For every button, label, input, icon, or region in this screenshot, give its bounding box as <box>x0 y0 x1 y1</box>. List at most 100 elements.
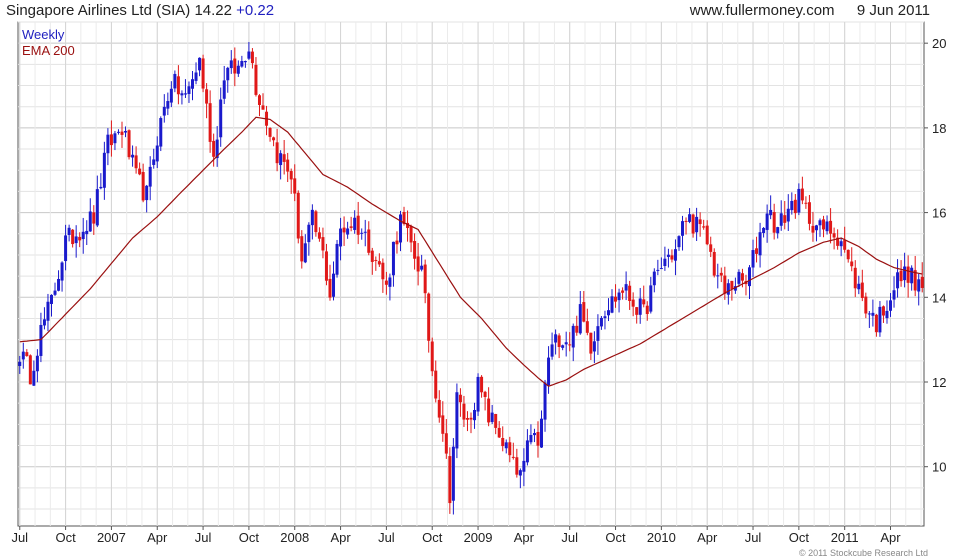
candle-body <box>25 352 29 357</box>
candle-body <box>716 275 720 277</box>
stock-name: Singapore Airlines Ltd (SIA) <box>6 2 191 19</box>
x-tick-label: 2009 <box>464 530 493 545</box>
candle-body <box>437 399 441 418</box>
x-tick-label: Jul <box>561 530 578 545</box>
candle-body <box>776 227 780 234</box>
candle-body <box>215 139 219 159</box>
candle-body <box>67 227 71 235</box>
candle-body <box>684 220 688 222</box>
candle-body <box>681 221 685 236</box>
y-tick-label: 16 <box>932 206 946 221</box>
candle-body <box>398 214 402 243</box>
candle-body <box>906 266 910 283</box>
candle-body <box>346 228 350 235</box>
candle-body <box>391 241 395 276</box>
candle-body <box>832 233 836 238</box>
candle-body <box>420 265 424 270</box>
candle-body <box>765 213 769 230</box>
candle-body <box>797 188 801 213</box>
candle-body <box>272 137 276 141</box>
candle-body <box>814 225 818 231</box>
x-tick-label: 2011 <box>831 530 859 545</box>
candle-body <box>250 51 254 64</box>
ema-200-line <box>19 116 923 387</box>
candle-body <box>881 306 885 316</box>
candle-body <box>807 202 811 224</box>
candle-body <box>899 270 903 282</box>
candle-body <box>85 230 89 235</box>
candle-body <box>321 237 325 251</box>
candle-body <box>60 262 64 281</box>
candle-body <box>511 456 515 458</box>
candle-body <box>628 285 632 301</box>
candle-body <box>109 134 113 146</box>
candle-body <box>564 342 568 345</box>
candle-body <box>652 271 656 286</box>
candle-body <box>374 259 378 261</box>
candle-body <box>187 86 191 95</box>
x-tick-label: Apr <box>697 530 718 545</box>
site-link[interactable]: www.fullermoney.com <box>689 2 835 19</box>
candle-body <box>786 208 790 222</box>
candle-body <box>532 433 536 436</box>
candle-body <box>695 216 699 233</box>
candle-body <box>57 278 61 291</box>
candle-body <box>719 272 723 276</box>
candle-body <box>370 250 374 262</box>
candle-body <box>360 232 364 234</box>
candle-body <box>677 236 681 248</box>
candle-body <box>275 142 279 164</box>
candle-body <box>406 222 410 229</box>
candle-body <box>169 88 173 103</box>
candle-body <box>913 270 917 291</box>
candle-body <box>310 209 314 226</box>
candle-body <box>226 67 230 81</box>
candle-body <box>889 300 893 311</box>
candle-body <box>124 131 128 133</box>
candle-body <box>28 355 32 385</box>
candle-body <box>254 64 258 95</box>
candle-body <box>339 228 343 247</box>
candle-body <box>885 310 889 319</box>
candle-body <box>138 168 142 175</box>
legend-entry: Weekly <box>22 27 65 42</box>
candle-body <box>74 236 78 244</box>
candle-body <box>550 344 554 357</box>
x-tick-label: Oct <box>422 530 443 545</box>
candle-body <box>649 285 653 312</box>
candle-body <box>46 301 50 321</box>
candle-body <box>822 219 826 230</box>
candle-body <box>233 58 237 74</box>
candle-body <box>490 412 494 422</box>
candle-body <box>642 299 646 305</box>
candle-body <box>247 51 251 59</box>
candle-body <box>480 376 484 393</box>
candle-body <box>49 294 53 304</box>
candle-body <box>458 394 462 403</box>
candle-body <box>525 440 529 463</box>
candle-body <box>317 232 321 239</box>
x-tick-label: Jul <box>195 530 212 545</box>
candle-body <box>451 446 455 501</box>
candle-body <box>571 325 575 348</box>
candle-body <box>860 282 864 298</box>
candle-body <box>666 254 670 257</box>
candle-body <box>444 433 448 454</box>
candle-body <box>561 345 565 348</box>
y-tick-label: 14 <box>932 290 946 305</box>
candle-body <box>307 224 311 243</box>
candle-body <box>409 225 413 243</box>
candle-body <box>99 186 103 189</box>
candle-body <box>635 307 639 315</box>
candle-body <box>688 214 692 222</box>
candle-body <box>504 442 508 449</box>
candle-body <box>152 159 156 165</box>
candle-body <box>363 231 367 233</box>
candle-body <box>518 470 522 476</box>
x-tick-label: Jul <box>378 530 395 545</box>
candle-body <box>201 58 205 89</box>
candle-body <box>659 268 663 270</box>
candle-body <box>540 418 544 448</box>
x-tick-label: Oct <box>55 530 76 545</box>
candle-body <box>243 61 247 63</box>
